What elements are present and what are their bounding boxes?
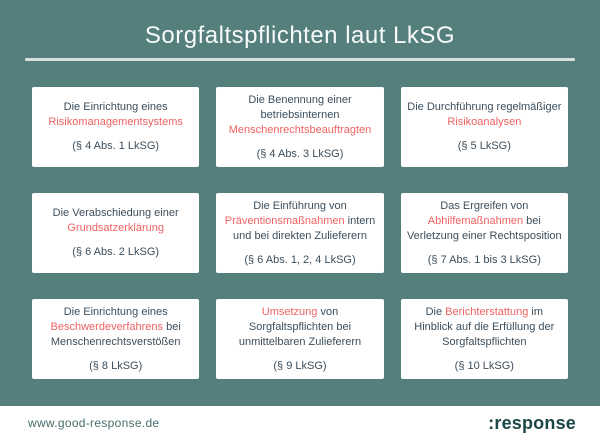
obligation-card: Die Durchführung regelmäßiger Risikoanaly…	[400, 87, 568, 167]
card-plain-text: Sorgfaltspflichten bei	[248, 320, 352, 333]
card-highlight-text: Berichterstattung	[445, 305, 529, 318]
paragraph-reference: (§ 10 LkSG)	[454, 359, 514, 372]
obligation-card: Das Ergreifen von Abhilfemaßnahmen bei Ver…	[400, 193, 568, 273]
paragraph-reference: (§ 9 LkSG)	[273, 359, 327, 372]
card-text: Die Einrichtung eines Beschwerdeverfahren…	[51, 305, 181, 350]
card-plain-text: Die Einführung von	[253, 199, 347, 212]
card-highlight-text: Umsetzung	[261, 305, 318, 318]
card-plain-text: Die	[425, 305, 446, 318]
card-plain-text: Die Benennung einer	[248, 93, 352, 106]
obligation-card: Die Einführung von Präventionsmaßnahmen i…	[216, 193, 384, 273]
card-plain-text: im	[528, 305, 543, 318]
obligation-card: Die Berichterstattung im Hinblick auf die…	[400, 299, 568, 379]
paragraph-reference: (§ 7 Abs. 1 bis 3 LkSG)	[427, 253, 541, 266]
card-text: Die Berichterstattung im Hinblick auf die…	[414, 305, 554, 350]
card-text: Die Einführung von Präventionsmaßnahmen i…	[225, 199, 375, 244]
card-plain-text: Die Durchführung regelmäßiger	[407, 101, 562, 113]
paragraph-reference: (§ 6 Abs. 2 LkSG)	[72, 246, 160, 258]
card-plain-text: und bei direkten Zulieferern	[233, 229, 367, 242]
obligation-card: Die Einrichtung eines Risikomanagementsys…	[32, 87, 200, 167]
card-text: Das Ergreifen von Abhilfemaßnahmen bei Ver…	[407, 199, 562, 244]
card-highlight-text: Grundsatzerklärung	[67, 222, 164, 234]
header-background: Sorgfaltspflichten laut LkSG Die Einrich…	[0, 0, 600, 406]
card-plain-text: Menschenrechtsverstößen	[50, 335, 181, 348]
paragraph-reference: (§ 6 Abs. 1, 2, 4 LkSG)	[244, 253, 356, 266]
footer: www.good-response.de :response	[0, 406, 600, 440]
card-highlight-text: Risikomanagementsystems	[48, 116, 183, 128]
card-plain-text: bei	[163, 320, 181, 333]
card-plain-text: Sorgfaltspflichten	[442, 335, 527, 348]
card-plain-text: Die Einrichtung eines	[63, 101, 168, 113]
card-highlight-text: Beschwerdeverfahrens	[50, 320, 164, 333]
card-highlight-text: Präventionsmaßnahmen	[224, 214, 345, 227]
card-plain-text: Verletzung einer Rechtsposition	[406, 229, 562, 242]
paragraph-reference: (§ 5 LkSG)	[457, 140, 511, 152]
obligation-card: Die Verabschiedung einer Grundsatzerkläru…	[32, 193, 200, 273]
page-title: Sorgfaltspflichten laut LkSG	[144, 22, 456, 49]
title-divider	[25, 58, 575, 61]
card-text: Die Benennung einer betriebsinternen Mensc…	[229, 93, 371, 138]
card-plain-text: betriebsinternen	[260, 108, 340, 121]
card-text: Die Verabschiedung einer Grundsatzerkläru…	[53, 206, 179, 236]
paragraph-reference: (§ 8 LkSG)	[89, 359, 143, 372]
card-plain-text: Hinblick auf die Erfüllung der	[414, 320, 555, 333]
paragraph-reference: (§ 4 Abs. 3 LkSG)	[256, 147, 344, 160]
card-plain-text: intern	[344, 214, 376, 227]
card-plain-text: von	[317, 305, 339, 318]
card-plain-text: unmittelbaren Zulieferern	[238, 335, 362, 348]
card-plain-text: Die Einrichtung eines	[63, 305, 168, 318]
card-plain-text: Das Ergreifen von	[440, 199, 529, 212]
card-plain-text: bei	[523, 214, 541, 227]
website-url: www.good-response.de	[28, 416, 160, 430]
brand-logo: :response	[488, 412, 576, 433]
obligations-grid: Die Einrichtung eines Risikomanagementsys…	[32, 87, 568, 379]
obligation-card: Die Einrichtung eines Beschwerdeverfahren…	[32, 299, 200, 379]
card-highlight-text: Abhilfemaßnahmen	[427, 214, 524, 227]
obligation-card: Die Benennung einer betriebsinternen Mensc…	[216, 87, 384, 167]
paragraph-reference: (§ 4 Abs. 1 LkSG)	[72, 140, 160, 152]
card-plain-text: Die Verabschiedung einer	[52, 207, 179, 219]
card-text: Die Durchführung regelmäßiger Risikoanaly…	[407, 100, 561, 130]
card-highlight-text: Risikoanalysen	[447, 116, 522, 128]
obligation-card: Umsetzung von Sorgfaltspflichten bei unmit…	[216, 299, 384, 379]
card-highlight-text: Menschenrechtsbeauftragten	[228, 123, 372, 136]
card-text: Die Einrichtung eines Risikomanagementsys…	[48, 100, 183, 130]
card-text: Umsetzung von Sorgfaltspflichten bei unmit…	[239, 305, 361, 350]
